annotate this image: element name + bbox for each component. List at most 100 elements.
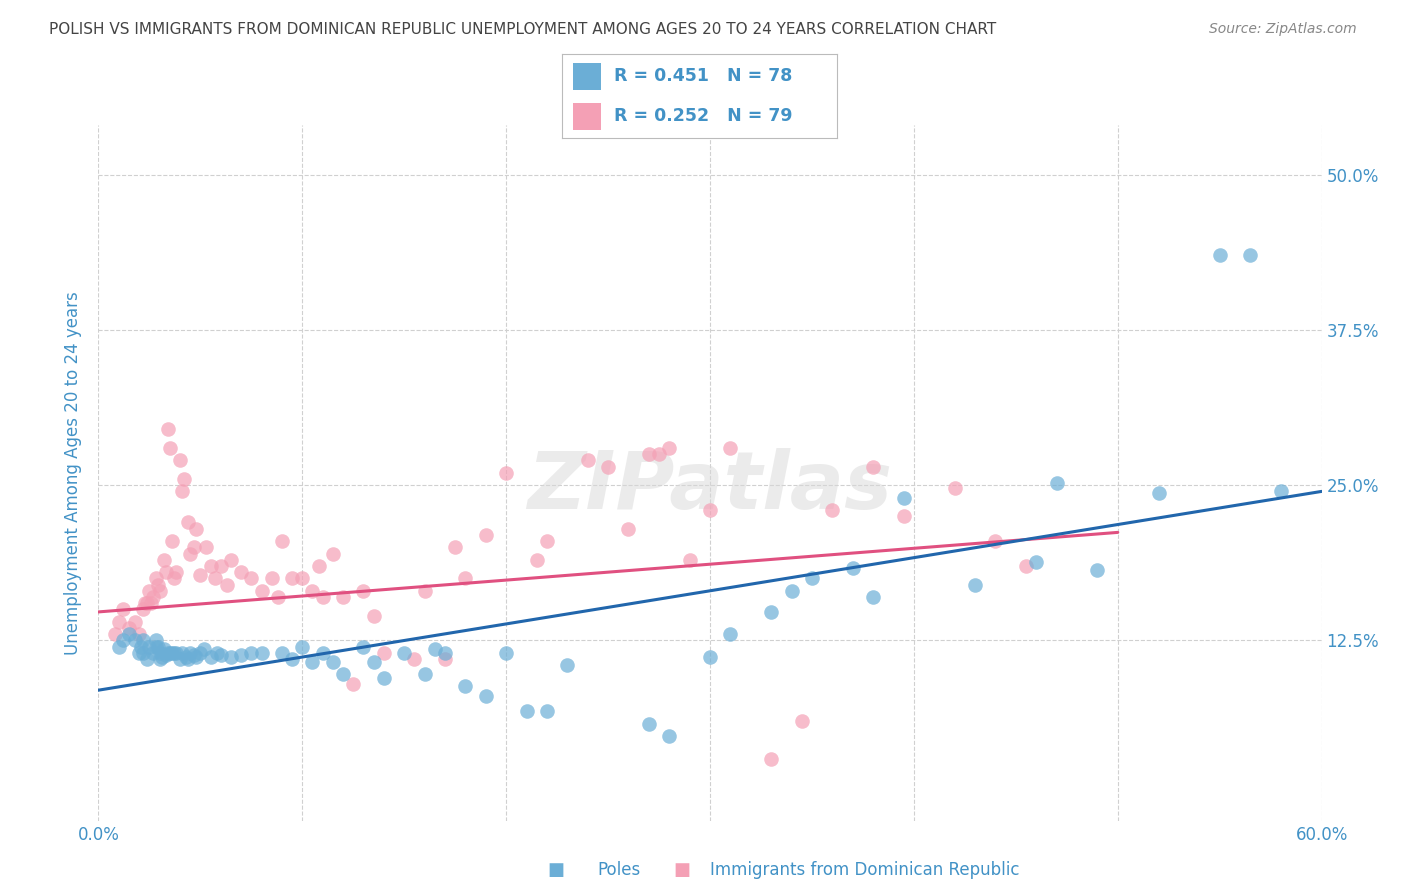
Point bbox=[444, 541, 467, 555]
Point bbox=[312, 646, 335, 660]
Point bbox=[363, 655, 385, 669]
Point bbox=[454, 680, 477, 694]
Point bbox=[474, 528, 498, 542]
Point bbox=[893, 491, 915, 505]
Point bbox=[516, 704, 538, 718]
Y-axis label: Unemployment Among Ages 20 to 24 years: Unemployment Among Ages 20 to 24 years bbox=[65, 291, 83, 655]
Point bbox=[146, 640, 169, 654]
Point bbox=[841, 561, 863, 575]
Point bbox=[170, 646, 193, 660]
Point bbox=[780, 583, 803, 598]
Point bbox=[200, 558, 222, 573]
Point bbox=[862, 590, 884, 604]
Point bbox=[142, 646, 165, 660]
Point bbox=[363, 608, 385, 623]
Point bbox=[118, 621, 141, 635]
Point bbox=[209, 558, 232, 573]
Point bbox=[1209, 248, 1232, 262]
Point bbox=[965, 577, 987, 591]
Point bbox=[200, 649, 222, 664]
Point bbox=[195, 541, 218, 555]
Point bbox=[1270, 484, 1292, 499]
Point bbox=[231, 648, 253, 663]
Point bbox=[183, 648, 205, 663]
Point bbox=[215, 577, 238, 591]
Point bbox=[169, 652, 191, 666]
Point bbox=[308, 558, 330, 573]
Point bbox=[134, 596, 156, 610]
Point bbox=[111, 602, 134, 616]
Point bbox=[132, 646, 155, 660]
Point bbox=[413, 583, 436, 598]
Point bbox=[132, 633, 155, 648]
Point bbox=[156, 646, 179, 660]
Point bbox=[186, 649, 208, 664]
Point bbox=[270, 646, 294, 660]
Text: Source: ZipAtlas.com: Source: ZipAtlas.com bbox=[1209, 22, 1357, 37]
Point bbox=[250, 646, 273, 660]
Point bbox=[761, 751, 783, 765]
Point bbox=[658, 729, 681, 743]
Point bbox=[893, 509, 915, 524]
Point bbox=[790, 714, 813, 729]
Point bbox=[156, 422, 179, 436]
Point bbox=[679, 552, 702, 567]
Point bbox=[392, 646, 416, 660]
Point bbox=[145, 571, 167, 585]
Point bbox=[159, 646, 181, 660]
Point bbox=[322, 655, 344, 669]
Bar bbox=[574, 103, 600, 130]
Point bbox=[177, 652, 200, 666]
Point bbox=[404, 652, 426, 666]
Point bbox=[291, 571, 314, 585]
Point bbox=[557, 658, 579, 673]
Point bbox=[177, 516, 200, 530]
Point bbox=[205, 646, 228, 660]
Point bbox=[142, 590, 165, 604]
Point bbox=[173, 472, 195, 486]
Point bbox=[342, 677, 364, 691]
Point bbox=[801, 571, 824, 585]
Bar bbox=[574, 62, 600, 90]
Point bbox=[821, 503, 844, 517]
Point bbox=[699, 503, 721, 517]
Point bbox=[163, 571, 186, 585]
Point bbox=[145, 640, 167, 654]
Point bbox=[132, 602, 155, 616]
Text: ZIPatlas: ZIPatlas bbox=[527, 448, 893, 525]
Text: ■: ■ bbox=[547, 861, 564, 879]
Point bbox=[108, 640, 131, 654]
Point bbox=[129, 640, 152, 654]
Point bbox=[260, 571, 283, 585]
Text: Poles: Poles bbox=[598, 861, 641, 879]
Point bbox=[413, 667, 436, 681]
Point bbox=[179, 646, 201, 660]
Point bbox=[474, 690, 498, 704]
Point bbox=[761, 605, 783, 619]
Point bbox=[160, 534, 183, 549]
Point bbox=[250, 583, 273, 598]
Point bbox=[495, 466, 517, 480]
Point bbox=[152, 642, 174, 657]
Point bbox=[267, 590, 290, 604]
Point bbox=[984, 534, 1007, 549]
Text: ■: ■ bbox=[673, 861, 690, 879]
Point bbox=[454, 571, 477, 585]
Point bbox=[136, 596, 159, 610]
Point bbox=[291, 640, 314, 654]
Point bbox=[536, 534, 558, 549]
Point bbox=[155, 648, 177, 663]
Point bbox=[312, 590, 335, 604]
Point bbox=[281, 571, 304, 585]
Point bbox=[169, 453, 191, 467]
Point bbox=[108, 615, 131, 629]
Point bbox=[943, 481, 966, 495]
Point bbox=[423, 642, 446, 657]
Point bbox=[179, 547, 201, 561]
Point bbox=[149, 652, 172, 666]
Point bbox=[434, 646, 457, 660]
Point bbox=[617, 522, 640, 536]
Point bbox=[165, 565, 187, 579]
Point bbox=[104, 627, 127, 641]
Point bbox=[720, 441, 742, 455]
